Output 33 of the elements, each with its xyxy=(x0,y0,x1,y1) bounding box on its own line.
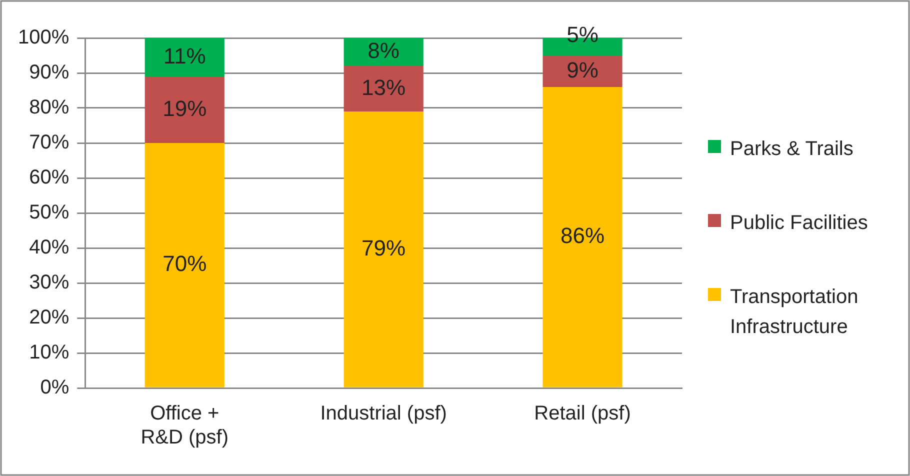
data-label: 8% xyxy=(368,38,400,64)
bar xyxy=(344,66,424,112)
x-tick-label: Industrial (psf) xyxy=(320,402,447,425)
bar xyxy=(144,143,224,388)
legend-label: Transportation Infrastructure xyxy=(730,285,860,340)
y-tick-label: 100% xyxy=(18,26,70,49)
y-tick-label: 50% xyxy=(29,202,70,224)
y-tick-label: 80% xyxy=(29,96,70,119)
x-tick-label: Office + R&D (psf) xyxy=(140,402,229,449)
bar xyxy=(344,38,424,66)
data-label: 9% xyxy=(566,57,598,82)
y-tick-label: 20% xyxy=(29,306,70,329)
y-tick-label: 10% xyxy=(29,342,70,364)
y-tick-label: 30% xyxy=(29,272,70,294)
x-tick-label: Retail (psf) xyxy=(534,402,631,425)
y-tick-label: 40% xyxy=(29,236,70,259)
y-tick-label: 0% xyxy=(40,376,70,399)
legend-label: Public Facilities xyxy=(730,211,868,236)
data-label: 19% xyxy=(162,96,207,121)
y-tick-label: 70% xyxy=(29,132,70,154)
y-tick-label: 90% xyxy=(29,62,70,84)
y-tick-label: 60% xyxy=(29,166,70,189)
bar xyxy=(344,112,424,388)
bar xyxy=(542,56,622,87)
bar xyxy=(144,38,224,76)
data-label: 86% xyxy=(560,223,605,248)
data-label: 13% xyxy=(362,74,406,100)
legend-label: Parks & Trails xyxy=(730,137,854,162)
bar xyxy=(144,76,224,143)
data-label: 70% xyxy=(162,251,207,276)
bar xyxy=(542,87,622,388)
data-label: 11% xyxy=(163,43,206,68)
data-label: 79% xyxy=(362,235,406,260)
